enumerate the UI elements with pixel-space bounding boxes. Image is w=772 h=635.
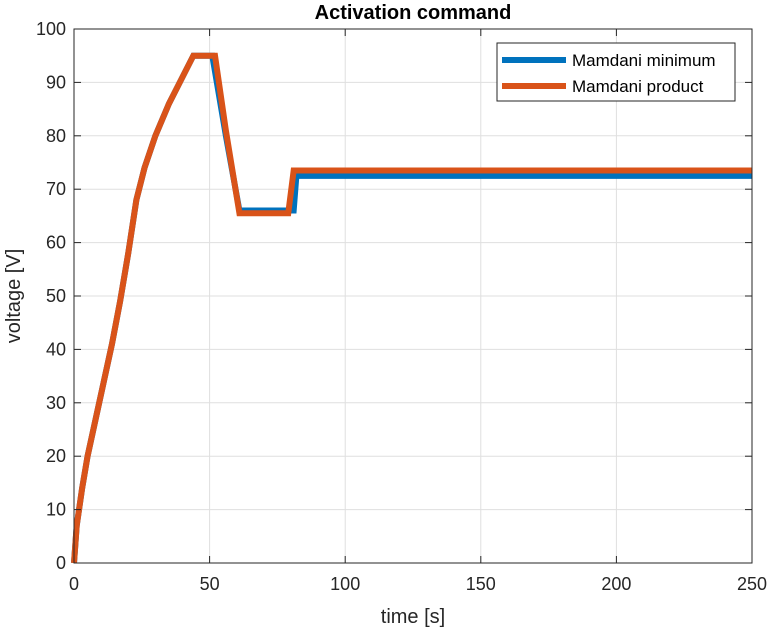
x-tick-label: 200 [601,574,631,594]
y-tick-label: 40 [46,339,66,359]
series-line-mamdani-product [71,52,752,564]
y-tick-label: 0 [56,553,66,573]
grid-lines [74,29,752,563]
x-tick-label: 150 [466,574,496,594]
series-line-mamdani-minimum [71,52,752,564]
y-tick-label: 80 [46,126,66,146]
y-tick-label: 30 [46,393,66,413]
legend-label-mamdani-minimum: Mamdani minimum [572,51,716,70]
x-axis-label: time [s] [381,606,445,628]
y-tick-label: 70 [46,179,66,199]
x-tick-label: 250 [737,574,767,594]
legend: Mamdani minimum Mamdani product [496,42,736,102]
legend-box [496,42,736,102]
y-tick-label: 90 [46,72,66,92]
x-tick-label: 100 [330,574,360,594]
y-tick-label: 10 [46,500,66,520]
legend-label-mamdani-product: Mamdani product [572,77,704,96]
x-tick-label: 50 [200,574,220,594]
y-tick-label: 20 [46,446,66,466]
series-lines [71,52,752,564]
y-tick-label: 50 [46,286,66,306]
chart-title: Activation command [315,2,512,24]
y-tick-label: 60 [46,233,66,253]
y-axis-label: voltage [V] [3,249,25,344]
x-tick-label: 0 [69,574,79,594]
axis-ticks: 0 50 100 150 200 250 0 10 20 30 40 50 60 70 80 90 100 [36,19,767,594]
y-tick-label: 100 [36,19,66,39]
